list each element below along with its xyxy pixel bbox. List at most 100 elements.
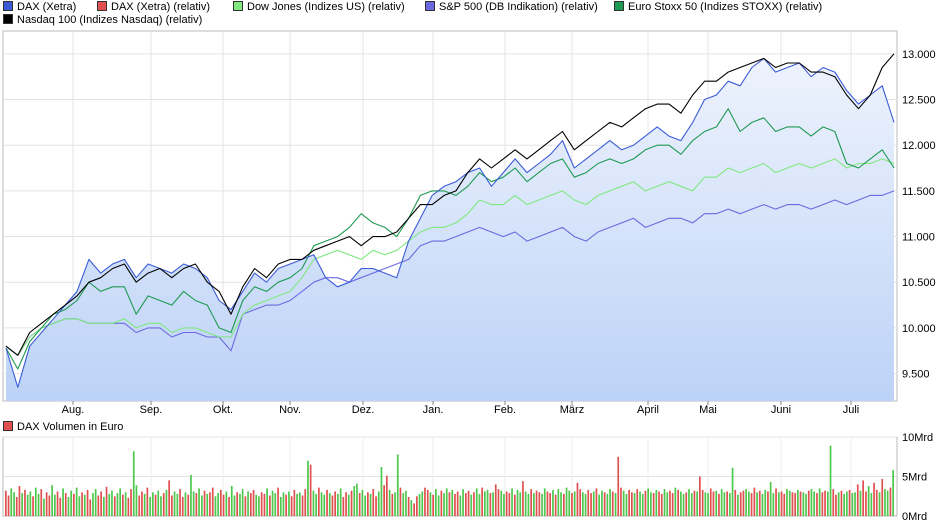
volume-bar xyxy=(557,489,560,516)
legend-label: DAX (Xetra) xyxy=(17,1,77,13)
volume-bar xyxy=(103,497,105,516)
volume-bar xyxy=(288,491,290,516)
volume-bar xyxy=(563,493,565,516)
volume-bar xyxy=(786,489,788,516)
volume-bar xyxy=(435,489,437,516)
legend-item-dow-jones[interactable]: Dow Jones (Indizes US) (relativ) xyxy=(233,1,405,14)
volume-bar xyxy=(269,495,271,516)
volume-bar xyxy=(598,494,600,516)
volume-bar xyxy=(748,491,750,516)
volume-bar xyxy=(742,490,745,516)
volume-bar xyxy=(62,488,64,516)
volume-bar xyxy=(282,492,285,516)
legend-swatch xyxy=(425,1,435,11)
legend-item-nasdaq[interactable]: Nasdaq 100 (Indizes Nasdaq) (relativ) xyxy=(3,14,202,27)
volume-bar xyxy=(508,493,511,516)
volume-bar xyxy=(59,497,62,516)
x-tick-label: Juli xyxy=(843,404,860,416)
volume-bar xyxy=(489,493,492,516)
volume-bar xyxy=(652,493,655,516)
volume-bar xyxy=(100,491,102,516)
volume-bar xyxy=(715,490,718,516)
volume-bar xyxy=(407,497,410,516)
volume-bar xyxy=(331,495,334,516)
volume-bar xyxy=(666,492,669,516)
legend-label: Dow Jones (Indizes US) (relativ) xyxy=(247,1,405,13)
volume-bar xyxy=(132,451,135,516)
volume-bar xyxy=(67,497,70,516)
volume-bar xyxy=(631,492,633,516)
volume-bar xyxy=(81,492,83,516)
x-tick-label: Aug. xyxy=(62,404,85,416)
volume-bar xyxy=(663,489,666,516)
volume-bar xyxy=(690,493,693,516)
volume-bar xyxy=(731,467,734,516)
volume-bar xyxy=(459,495,462,516)
volume-tick-label: 5Mrd xyxy=(902,472,927,484)
volume-bar xyxy=(527,493,530,516)
volume-bar xyxy=(347,494,350,516)
volume-bar xyxy=(851,493,854,516)
volume-bar xyxy=(70,490,72,516)
chart-legend: DAX (Xetra) DAX (Xetra) (relativ) Dow Jo… xyxy=(0,0,940,30)
volume-bar xyxy=(113,496,116,517)
legend-item-euro-stoxx[interactable]: Euro Stoxx 50 (Indizes STOXX) (relativ) xyxy=(614,1,822,14)
volume-bar xyxy=(704,492,707,516)
volume-bar xyxy=(622,490,625,516)
legend-item-dax-relativ[interactable]: DAX (Xetra) (relativ) xyxy=(97,1,210,14)
volume-bar xyxy=(211,487,214,516)
volume-bar xyxy=(674,487,677,516)
volume-bar xyxy=(217,493,219,516)
volume-bar xyxy=(21,493,23,516)
x-tick-label: Juni xyxy=(771,404,791,416)
volume-bar xyxy=(307,460,309,516)
volume-bar xyxy=(37,493,40,516)
volume-bar xyxy=(552,489,554,516)
volume-bar xyxy=(573,491,576,516)
y-tick-label: 12.000 xyxy=(902,140,936,152)
volume-bar xyxy=(707,493,709,516)
volume-bar xyxy=(783,493,786,516)
volume-bar xyxy=(467,490,470,516)
volume-bar xyxy=(680,491,682,516)
series-line xyxy=(5,158,895,356)
legend-item-sp500[interactable]: S&P 500 (DB Indikation) (relativ) xyxy=(425,1,598,14)
volume-bar xyxy=(157,490,160,516)
volume-bar xyxy=(699,476,701,516)
volume-bar xyxy=(424,487,426,516)
volume-bar xyxy=(358,493,361,516)
volume-bar xyxy=(233,495,236,516)
volume-bar xyxy=(141,491,143,516)
volume-bar xyxy=(410,500,413,516)
volume-bar xyxy=(734,489,737,516)
x-tick-label: Jan. xyxy=(423,404,444,416)
volume-bar xyxy=(432,494,434,516)
volume-bar xyxy=(609,489,611,516)
volume-bar xyxy=(263,493,266,516)
legend-item-dax[interactable]: DAX (Xetra) xyxy=(3,1,76,14)
volume-bar xyxy=(375,496,377,517)
volume-bar xyxy=(97,495,100,516)
volume-bar xyxy=(396,454,399,516)
volume-bar xyxy=(247,491,249,516)
legend-swatch xyxy=(614,1,624,11)
volume-bar xyxy=(127,497,130,516)
volume-bar xyxy=(875,489,878,516)
volume-bar xyxy=(549,493,551,516)
volume-bar xyxy=(15,497,18,516)
y-tick-label: 11.000 xyxy=(902,232,935,244)
volume-bar xyxy=(614,493,617,516)
volume-bar xyxy=(658,491,660,516)
volume-bar xyxy=(473,492,475,516)
volume-bar xyxy=(791,492,794,516)
volume-bar xyxy=(337,493,339,516)
volume-bar xyxy=(83,494,86,516)
volume-bar xyxy=(279,497,282,516)
volume-bar xyxy=(377,491,380,516)
volume-bar xyxy=(195,493,198,516)
volume-bar xyxy=(176,493,179,516)
volume-bar xyxy=(285,494,287,516)
volume-bar xyxy=(192,491,195,516)
volume-bar xyxy=(821,492,824,516)
volume-bar xyxy=(655,489,658,516)
